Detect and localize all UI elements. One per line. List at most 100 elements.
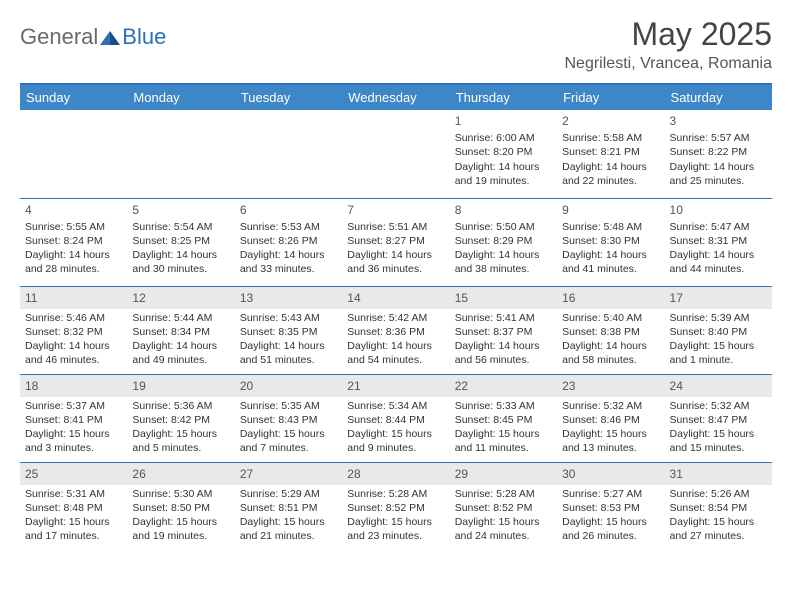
day-number: 20	[235, 375, 342, 397]
day-number: 28	[342, 463, 449, 485]
sunset-line: Sunset: 8:31 PM	[670, 234, 767, 248]
daylight-line: Daylight: 14 hours and 19 minutes.	[455, 160, 552, 188]
calendar-day-cell: 4Sunrise: 5:55 AMSunset: 8:24 PMDaylight…	[20, 198, 127, 286]
day-number: 5	[132, 202, 229, 218]
sunset-line: Sunset: 8:27 PM	[347, 234, 444, 248]
calendar-week-row: 1Sunrise: 6:00 AMSunset: 8:20 PMDaylight…	[20, 110, 772, 198]
sunset-line: Sunset: 8:50 PM	[132, 501, 229, 515]
header: General Blue May 2025 Negrilesti, Vrance…	[20, 16, 772, 73]
sunrise-line: Sunrise: 5:32 AM	[562, 399, 659, 413]
sunrise-line: Sunrise: 5:43 AM	[240, 311, 337, 325]
daylight-line: Daylight: 15 hours and 9 minutes.	[347, 427, 444, 455]
sunrise-line: Sunrise: 5:26 AM	[670, 487, 767, 501]
sunrise-line: Sunrise: 5:32 AM	[670, 399, 767, 413]
daylight-line: Daylight: 14 hours and 44 minutes.	[670, 248, 767, 276]
sunrise-line: Sunrise: 5:28 AM	[455, 487, 552, 501]
weekday-header: Saturday	[665, 84, 772, 110]
logo: General Blue	[20, 16, 166, 50]
calendar-week-row: 4Sunrise: 5:55 AMSunset: 8:24 PMDaylight…	[20, 198, 772, 286]
calendar-day-cell: 13 Sunrise: 5:43 AMSunset: 8:35 PMDayligh…	[235, 286, 342, 374]
day-number: 19	[127, 375, 234, 397]
calendar-day-cell: 6Sunrise: 5:53 AMSunset: 8:26 PMDaylight…	[235, 198, 342, 286]
sunrise-line: Sunrise: 5:48 AM	[562, 220, 659, 234]
sunrise-line: Sunrise: 5:39 AM	[670, 311, 767, 325]
sunset-line: Sunset: 8:25 PM	[132, 234, 229, 248]
calendar-day-cell: 18Sunrise: 5:37 AMSunset: 8:41 PMDayligh…	[20, 374, 127, 462]
calendar-empty-cell	[342, 110, 449, 198]
day-number: 29	[450, 463, 557, 485]
daylight-line: Daylight: 15 hours and 26 minutes.	[562, 515, 659, 543]
calendar-empty-cell	[20, 110, 127, 198]
day-number: 3	[670, 113, 767, 129]
sunset-line: Sunset: 8:43 PM	[240, 413, 337, 427]
sunset-line: Sunset: 8:41 PM	[25, 413, 122, 427]
day-number: 13	[235, 287, 342, 309]
location: Negrilesti, Vrancea, Romania	[565, 55, 773, 73]
day-number: 30	[557, 463, 664, 485]
calendar-day-cell: 20 Sunrise: 5:35 AMSunset: 8:43 PMDayligh…	[235, 374, 342, 462]
sunset-line: Sunset: 8:47 PM	[670, 413, 767, 427]
sunset-line: Sunset: 8:52 PM	[455, 501, 552, 515]
daylight-line: Daylight: 15 hours and 23 minutes.	[347, 515, 444, 543]
sunset-line: Sunset: 8:40 PM	[670, 325, 767, 339]
day-number: 9	[562, 202, 659, 218]
daylight-line: Daylight: 15 hours and 3 minutes.	[25, 427, 122, 455]
calendar-day-cell: 26Sunrise: 5:30 AMSunset: 8:50 PMDayligh…	[127, 462, 234, 550]
daylight-line: Daylight: 14 hours and 41 minutes.	[562, 248, 659, 276]
calendar-day-cell: 31Sunrise: 5:26 AMSunset: 8:54 PMDayligh…	[665, 462, 772, 550]
sunrise-line: Sunrise: 6:00 AM	[455, 131, 552, 145]
calendar-empty-cell	[235, 110, 342, 198]
calendar-day-cell: 3Sunrise: 5:57 AMSunset: 8:22 PMDaylight…	[665, 110, 772, 198]
sunset-line: Sunset: 8:54 PM	[670, 501, 767, 515]
sunset-line: Sunset: 8:24 PM	[25, 234, 122, 248]
calendar-day-cell: 2Sunrise: 5:58 AMSunset: 8:21 PMDaylight…	[557, 110, 664, 198]
sunset-line: Sunset: 8:35 PM	[240, 325, 337, 339]
daylight-line: Daylight: 14 hours and 33 minutes.	[240, 248, 337, 276]
sunrise-line: Sunrise: 5:30 AM	[132, 487, 229, 501]
calendar-day-cell: 24Sunrise: 5:32 AMSunset: 8:47 PMDayligh…	[665, 374, 772, 462]
day-number: 17	[665, 287, 772, 309]
daylight-line: Daylight: 15 hours and 5 minutes.	[132, 427, 229, 455]
calendar-day-cell: 11Sunrise: 5:46 AMSunset: 8:32 PMDayligh…	[20, 286, 127, 374]
daylight-line: Daylight: 14 hours and 51 minutes.	[240, 339, 337, 367]
sunset-line: Sunset: 8:53 PM	[562, 501, 659, 515]
logo-text-general: General	[20, 24, 98, 50]
calendar-day-cell: 29 Sunrise: 5:28 AMSunset: 8:52 PMDayligh…	[450, 462, 557, 550]
sunset-line: Sunset: 8:51 PM	[240, 501, 337, 515]
day-number: 25	[20, 463, 127, 485]
sunset-line: Sunset: 8:26 PM	[240, 234, 337, 248]
calendar-day-cell: 10Sunrise: 5:47 AMSunset: 8:31 PMDayligh…	[665, 198, 772, 286]
calendar-day-cell: 1Sunrise: 6:00 AMSunset: 8:20 PMDaylight…	[450, 110, 557, 198]
daylight-line: Daylight: 14 hours and 46 minutes.	[25, 339, 122, 367]
day-number: 23	[557, 375, 664, 397]
sunset-line: Sunset: 8:21 PM	[562, 145, 659, 159]
day-number: 18	[20, 375, 127, 397]
sunrise-line: Sunrise: 5:41 AM	[455, 311, 552, 325]
calendar-day-cell: 14Sunrise: 5:42 AMSunset: 8:36 PMDayligh…	[342, 286, 449, 374]
sunrise-line: Sunrise: 5:36 AM	[132, 399, 229, 413]
day-number: 21	[342, 375, 449, 397]
daylight-line: Daylight: 14 hours and 38 minutes.	[455, 248, 552, 276]
calendar-day-cell: 28Sunrise: 5:28 AMSunset: 8:52 PMDayligh…	[342, 462, 449, 550]
day-number: 1	[455, 113, 552, 129]
sunrise-line: Sunrise: 5:51 AM	[347, 220, 444, 234]
daylight-line: Daylight: 15 hours and 17 minutes.	[25, 515, 122, 543]
sunrise-line: Sunrise: 5:46 AM	[25, 311, 122, 325]
sunset-line: Sunset: 8:44 PM	[347, 413, 444, 427]
sunrise-line: Sunrise: 5:35 AM	[240, 399, 337, 413]
daylight-line: Daylight: 15 hours and 7 minutes.	[240, 427, 337, 455]
sunset-line: Sunset: 8:29 PM	[455, 234, 552, 248]
month-title: May 2025	[565, 16, 773, 53]
day-number: 15	[450, 287, 557, 309]
weekday-header: Wednesday	[342, 84, 449, 110]
calendar-table: SundayMondayTuesdayWednesdayThursdayFrid…	[20, 83, 772, 550]
daylight-line: Daylight: 15 hours and 24 minutes.	[455, 515, 552, 543]
calendar-empty-cell	[127, 110, 234, 198]
daylight-line: Daylight: 14 hours and 28 minutes.	[25, 248, 122, 276]
sunset-line: Sunset: 8:42 PM	[132, 413, 229, 427]
weekday-header: Thursday	[450, 84, 557, 110]
daylight-line: Daylight: 14 hours and 30 minutes.	[132, 248, 229, 276]
sunrise-line: Sunrise: 5:58 AM	[562, 131, 659, 145]
day-number: 31	[665, 463, 772, 485]
sunset-line: Sunset: 8:22 PM	[670, 145, 767, 159]
